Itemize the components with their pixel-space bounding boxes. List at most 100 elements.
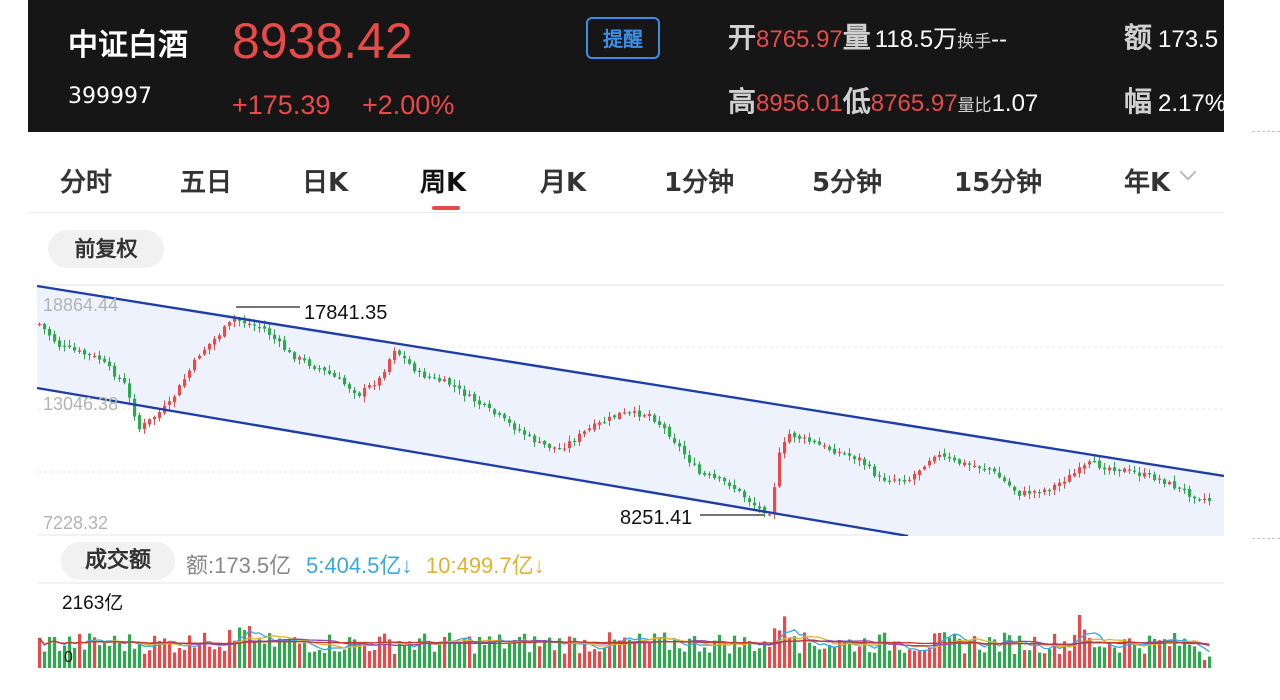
volume-bar xyxy=(613,639,617,668)
candle-body xyxy=(1148,473,1152,475)
open-stat: 开8765.97量 118.5万换手-- xyxy=(728,16,1007,56)
volume-bar xyxy=(353,639,357,668)
candle-body xyxy=(528,434,532,436)
amplitude-stat: 幅 2.17% xyxy=(1124,80,1224,120)
volume-bar xyxy=(53,636,57,668)
candle-body xyxy=(958,459,962,464)
volume-bar xyxy=(123,651,127,668)
candle-body xyxy=(1198,499,1202,501)
tab-weekly-k[interactable]: 周K xyxy=(420,168,467,198)
volume-bar xyxy=(63,645,67,668)
candle-body xyxy=(428,376,432,378)
volume-bar xyxy=(378,636,382,668)
volume-bar xyxy=(253,642,257,668)
volume-bar xyxy=(533,636,537,668)
volume-indicator-button[interactable]: 成交额 xyxy=(61,542,175,580)
candle-body xyxy=(608,416,612,421)
candle-body xyxy=(48,328,52,336)
candle-body xyxy=(928,460,932,466)
volume-bar xyxy=(763,641,767,668)
kline-chart[interactable]: 18864.44 13046.38 7228.32 17841.35 8251.… xyxy=(28,284,1224,536)
volume-bar xyxy=(258,639,262,668)
tab-5-minute[interactable]: 5分钟 xyxy=(812,168,883,198)
tab-monthly-k[interactable]: 月K xyxy=(540,168,587,198)
candle-body xyxy=(738,488,742,491)
tab-1-minute[interactable]: 1分钟 xyxy=(664,168,735,198)
volume-bar xyxy=(528,652,532,668)
tab-five-day[interactable]: 五日 xyxy=(180,168,233,198)
candle-body xyxy=(138,415,142,430)
volume-bar xyxy=(368,651,372,668)
volume-bar xyxy=(473,653,477,668)
candle-body xyxy=(578,433,582,443)
candle-body xyxy=(993,468,997,472)
candle-body xyxy=(438,377,442,382)
tab-minute[interactable]: 分时 xyxy=(60,168,113,198)
volume-value: 118.5万 xyxy=(874,26,958,53)
candle-body xyxy=(93,355,97,358)
candle-body xyxy=(1058,482,1062,486)
volume-bar xyxy=(358,643,362,668)
candle-body xyxy=(178,385,182,396)
candle-body xyxy=(763,506,767,514)
volume-bar xyxy=(213,649,217,668)
volume-bar xyxy=(633,641,637,668)
candle-body xyxy=(923,466,927,470)
volume-bar xyxy=(518,636,522,668)
volume-bar xyxy=(203,632,207,668)
candle-body xyxy=(243,320,247,324)
volume-bar xyxy=(133,648,137,668)
volume-bar xyxy=(143,653,147,668)
high-value: 8956.01 xyxy=(756,90,843,117)
volume-bar xyxy=(818,649,822,668)
volume-bar xyxy=(1103,647,1107,668)
tab-15-minute[interactable]: 15分钟 xyxy=(954,168,1043,198)
volume-bar xyxy=(278,638,282,668)
volume-chart[interactable]: 2163亿 0 xyxy=(28,582,1224,672)
volume-bar xyxy=(968,643,972,668)
volume-bar xyxy=(793,636,797,668)
volume-bar xyxy=(1098,646,1102,668)
volume-bar xyxy=(288,638,292,668)
tab-yearly-k[interactable]: 年K xyxy=(1124,168,1171,198)
volume-bar xyxy=(863,638,867,668)
channel-lower-line xyxy=(36,386,909,536)
volume-bar xyxy=(1068,650,1072,668)
volume-bar xyxy=(693,636,697,668)
candle-body xyxy=(733,484,737,489)
volume-bar xyxy=(323,652,327,668)
volume-bar xyxy=(933,633,937,668)
candle-body xyxy=(1063,481,1067,484)
volume-bar xyxy=(553,650,557,668)
candle-body xyxy=(498,413,502,415)
candle-body xyxy=(133,398,137,417)
candle-body xyxy=(798,435,802,439)
candle-body xyxy=(263,326,267,329)
tab-daily-k[interactable]: 日K xyxy=(302,168,349,198)
volume-bar xyxy=(648,641,652,668)
volume-bar xyxy=(953,633,957,668)
candle-body xyxy=(653,415,657,422)
candle-body xyxy=(203,349,207,355)
candle-body xyxy=(718,477,722,479)
volume-bars xyxy=(38,615,1212,668)
candle-body xyxy=(678,443,682,447)
candle-body xyxy=(908,479,912,481)
volume-bar xyxy=(963,653,967,668)
candle-body xyxy=(258,327,262,329)
candle-body xyxy=(453,385,457,387)
volume-bar xyxy=(548,637,552,668)
volume-zero-label: 0 xyxy=(64,649,73,666)
stock-panel: 中证白酒 399997 8938.42 +175.39 +2.00% 提醒 开8… xyxy=(28,0,1224,700)
volume-bar xyxy=(578,653,582,668)
candle-body xyxy=(1168,481,1172,485)
alert-button[interactable]: 提醒 xyxy=(586,17,660,59)
volume-bar xyxy=(193,647,197,668)
candle-body xyxy=(863,458,867,466)
adjust-type-button[interactable]: 前复权 xyxy=(48,230,164,268)
period-tabs: 分时 五日 日K 周K 月K 1分钟 5分钟 15分钟 年K xyxy=(28,132,1224,213)
volume-bar xyxy=(1113,647,1117,668)
volume-bar xyxy=(568,636,572,668)
candle-body xyxy=(363,388,367,397)
candle-body xyxy=(1133,470,1137,472)
